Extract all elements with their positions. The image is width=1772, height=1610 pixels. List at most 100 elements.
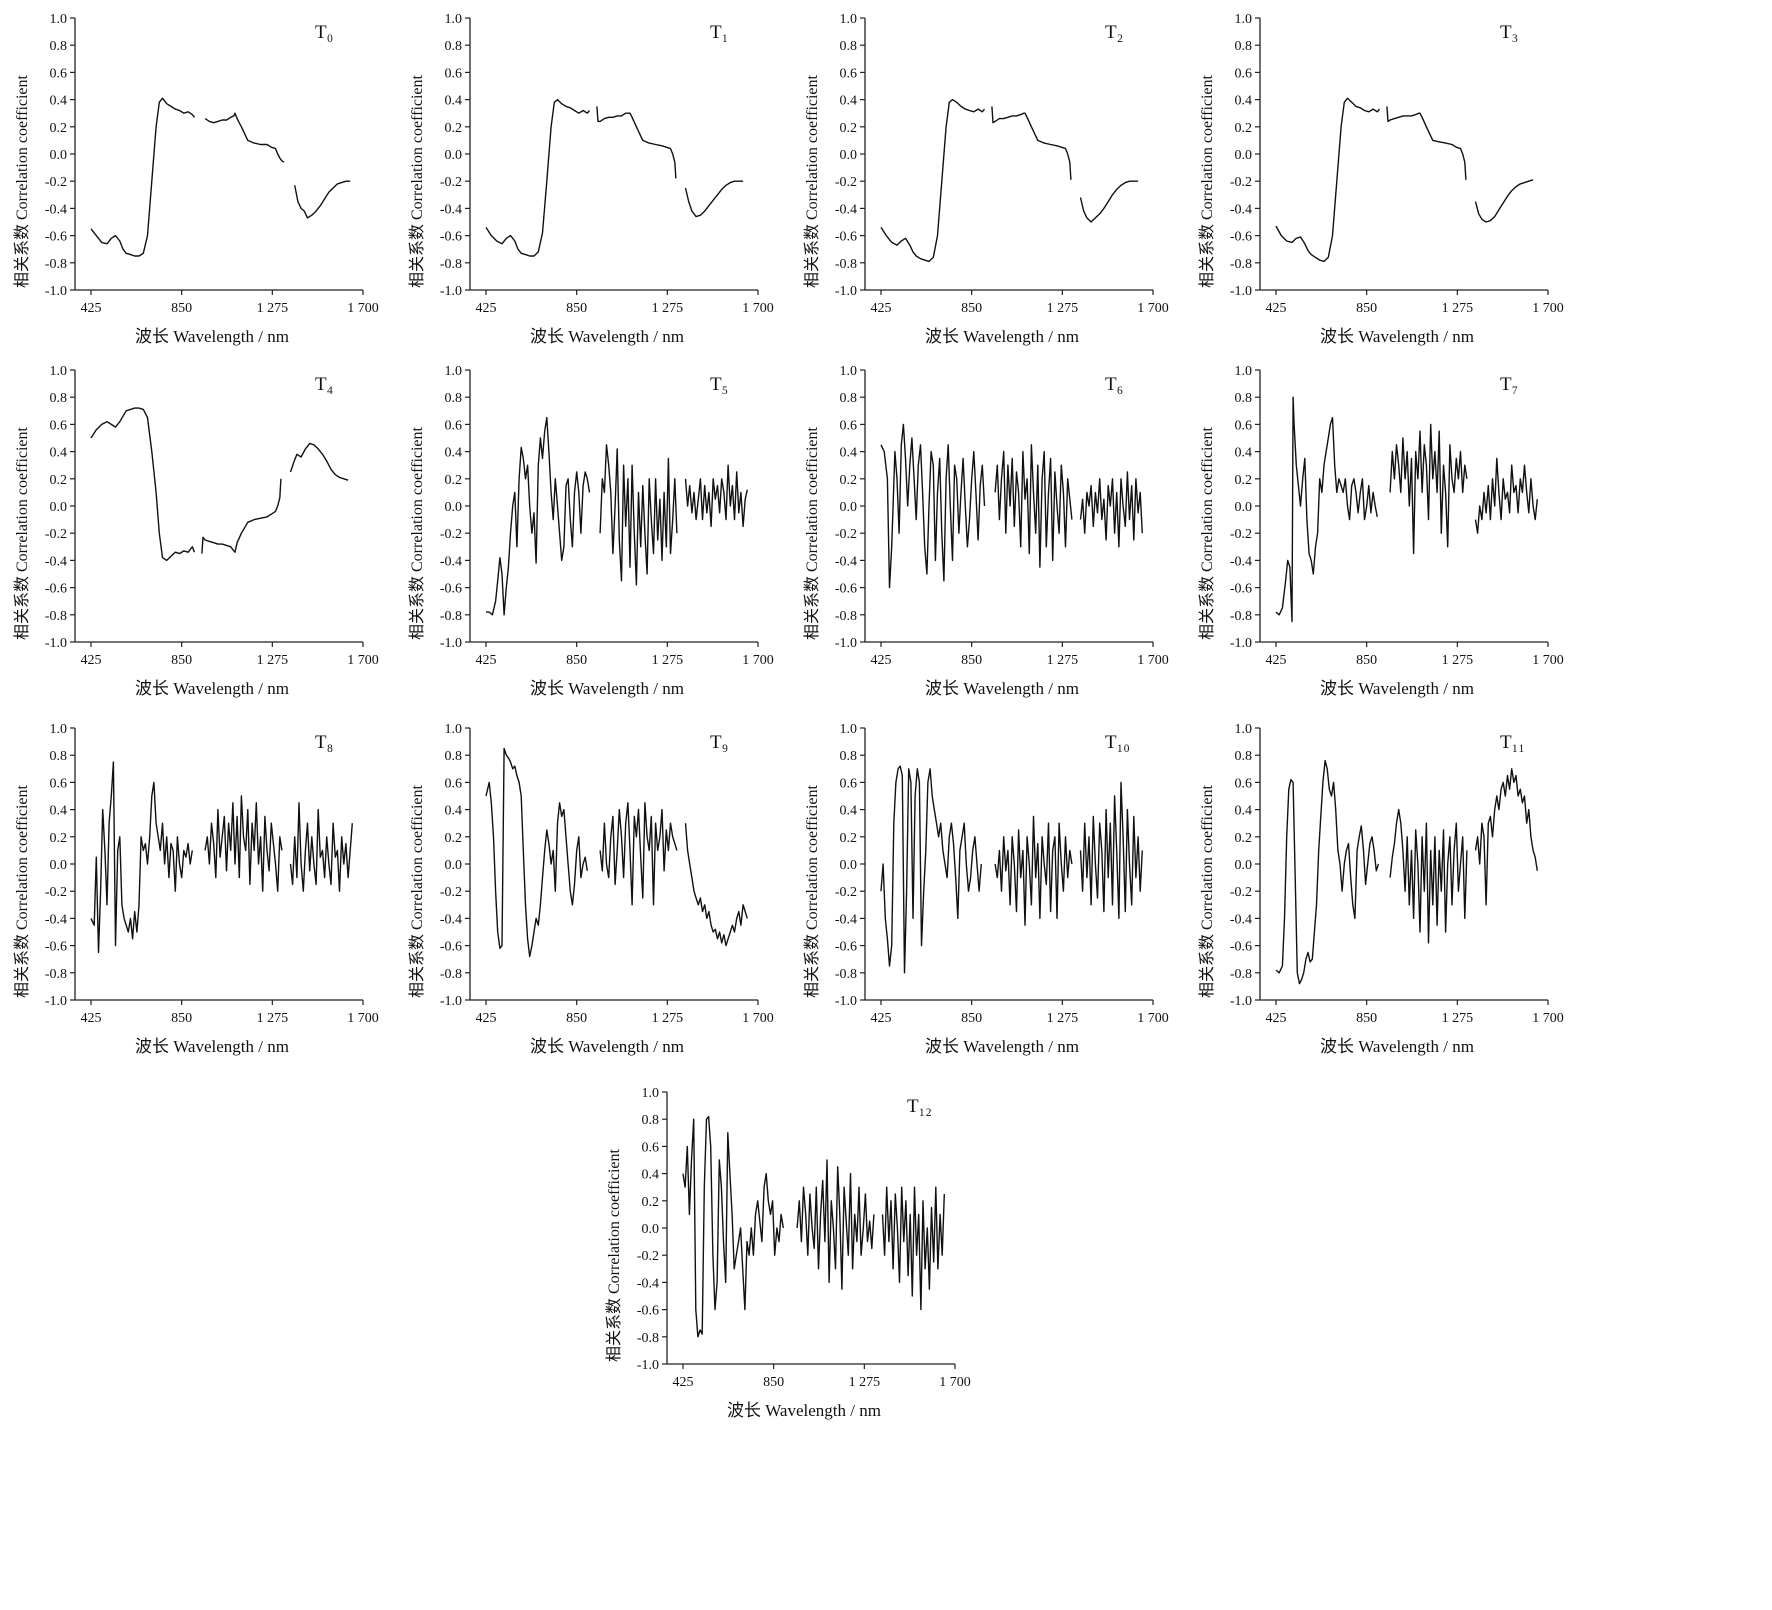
- panel-title: T₂: [1105, 22, 1124, 43]
- x-tick-label: 1 275: [257, 653, 289, 668]
- series-line-segment: [289, 802, 353, 892]
- y-axis-label: 相关系数 Correlation coefficient: [804, 75, 821, 288]
- y-axis-label: 相关系数 Correlation coefficient: [14, 75, 31, 288]
- x-tick-label: 1 275: [257, 1011, 289, 1026]
- series-line-segment: [1386, 106, 1467, 180]
- series-line-segment: [204, 795, 283, 892]
- series-line-segment: [294, 180, 351, 219]
- panel-title: T₀: [315, 22, 334, 43]
- y-tick-label: 0.0: [445, 148, 463, 163]
- y-tick-label: -0.6: [835, 230, 857, 245]
- y-tick-label: -0.8: [1230, 967, 1252, 982]
- y-tick-label: -0.8: [637, 1331, 659, 1346]
- series-line-segment: [1275, 97, 1381, 263]
- y-tick-label: 1.0: [1235, 722, 1253, 737]
- x-axis-label: 波长 Wavelength / nm: [727, 1401, 881, 1420]
- y-axis-label: 相关系数 Correlation coefficient: [804, 427, 821, 640]
- y-tick-label: -1.0: [440, 636, 462, 651]
- panel-title: T₆: [1105, 374, 1124, 395]
- y-axis-label: 相关系数 Correlation coefficient: [1199, 75, 1216, 288]
- x-tick-label: 425: [81, 1011, 102, 1026]
- series-line-segment: [1079, 471, 1143, 548]
- x-tick-label: 1 275: [1047, 653, 1079, 668]
- y-tick-label: 0.2: [445, 121, 463, 136]
- x-tick-label: 1 700: [1137, 301, 1169, 316]
- y-tick-label: -0.2: [440, 527, 462, 542]
- y-tick-label: 0.8: [445, 749, 463, 764]
- chart-svg-4: 1.0 0.8 0.6 0.4 0.2 0.0 -0.2 -0.4 -0.6 -0.8 -1.0 42…: [45, 364, 379, 668]
- x-tick-label: 1 700: [939, 1375, 971, 1390]
- y-tick-label: 0.4: [445, 804, 463, 819]
- y-tick-label: -1.0: [1230, 284, 1252, 299]
- series-line-segment: [880, 765, 982, 974]
- y-tick-label: -0.6: [637, 1304, 659, 1319]
- y-tick-label: 0.8: [50, 39, 68, 54]
- y-tick-label: -0.6: [835, 582, 857, 597]
- y-tick-label: 0.8: [840, 39, 858, 54]
- chart-svg-7: 1.0 0.8 0.6 0.4 0.2 0.0 -0.2 -0.4 -0.6 -0.8 -1.0 42…: [1230, 364, 1564, 668]
- y-tick-label: 0.6: [840, 418, 858, 433]
- y-tick-label: 1.0: [840, 722, 858, 737]
- x-tick-label: 425: [871, 653, 892, 668]
- chart-svg-0: 1.0 0.8 0.6 0.4 0.2 0.0 -0.2 -0.4 -0.6 -0.8 -1.0 42…: [45, 12, 379, 316]
- x-tick-label: 850: [566, 1011, 587, 1026]
- y-tick-label: 0.0: [445, 858, 463, 873]
- y-tick-label: 0.8: [50, 749, 68, 764]
- x-tick-label: 850: [961, 301, 982, 316]
- chart-svg-3: 1.0 0.8 0.6 0.4 0.2 0.0 -0.2 -0.4 -0.6 -0.8 -1.0 42…: [1230, 12, 1564, 316]
- y-tick-label: -0.8: [440, 967, 462, 982]
- y-tick-label: -0.2: [835, 527, 857, 542]
- y-tick-label: -0.4: [835, 554, 857, 569]
- y-tick-label: -1.0: [835, 636, 857, 651]
- y-tick-label: -0.4: [1230, 912, 1252, 927]
- x-tick-label: 850: [566, 653, 587, 668]
- series-line-segment: [204, 112, 285, 163]
- y-tick-label: 0.0: [1235, 858, 1253, 873]
- y-tick-label: -0.2: [1230, 885, 1252, 900]
- series-line-segment: [880, 98, 986, 263]
- chart-panel-9: 1.0 0.8 0.6 0.4 0.2 0.0 -0.2 -0.4 -0.6 -0.8 -1.0 42…: [409, 718, 855, 1098]
- y-tick-label: 1.0: [50, 722, 68, 737]
- x-tick-label: 1 700: [347, 301, 379, 316]
- series-line-segment: [684, 823, 748, 947]
- y-tick-label: 0.8: [840, 391, 858, 406]
- series-line-segment: [1474, 179, 1534, 223]
- y-tick-label: 0.2: [840, 473, 858, 488]
- chart-svg-8: 1.0 0.8 0.6 0.4 0.2 0.0 -0.2 -0.4 -0.6 -0.8 -1.0 42…: [45, 722, 379, 1026]
- y-tick-label: -0.8: [835, 257, 857, 272]
- series-line-segment: [994, 444, 1073, 568]
- chart-panel-11: 1.0 0.8 0.6 0.4 0.2 0.0 -0.2 -0.4 -0.6 -0.8 -1.0 42…: [1199, 718, 1645, 1098]
- chart-svg-2: 1.0 0.8 0.6 0.4 0.2 0.0 -0.2 -0.4 -0.6 -0.8 -1.0 42…: [835, 12, 1169, 316]
- y-tick-label: 0.4: [840, 94, 858, 109]
- y-tick-label: -0.4: [835, 912, 857, 927]
- y-tick-label: 0.4: [50, 94, 68, 109]
- y-tick-label: -0.6: [1230, 940, 1252, 955]
- y-tick-label: -1.0: [637, 1358, 659, 1373]
- x-tick-label: 425: [1266, 301, 1287, 316]
- series-line-segment: [485, 98, 591, 257]
- y-tick-label: -0.4: [45, 912, 67, 927]
- y-tick-label: 0.8: [1235, 391, 1253, 406]
- x-tick-label: 850: [961, 653, 982, 668]
- y-tick-label: -0.2: [835, 885, 857, 900]
- x-tick-label: 850: [1356, 301, 1377, 316]
- chart-panel-4: 1.0 0.8 0.6 0.4 0.2 0.0 -0.2 -0.4 -0.6 -0.8 -1.0 42…: [14, 360, 460, 740]
- x-tick-label: 1 700: [1532, 653, 1564, 668]
- y-tick-label: -0.2: [637, 1249, 659, 1264]
- y-axis-label: 相关系数 Correlation coefficient: [14, 785, 31, 998]
- chart-svg-1: 1.0 0.8 0.6 0.4 0.2 0.0 -0.2 -0.4 -0.6 -0.8 -1.0 42…: [440, 12, 774, 316]
- y-tick-label: -0.6: [45, 582, 67, 597]
- x-tick-label: 1 275: [1442, 653, 1474, 668]
- x-tick-label: 425: [81, 653, 102, 668]
- x-axis-label: 波长 Wavelength / nm: [530, 327, 684, 346]
- y-tick-label: -0.8: [45, 609, 67, 624]
- x-axis-label: 波长 Wavelength / nm: [135, 679, 289, 698]
- series-line-segment: [1389, 808, 1468, 944]
- x-tick-label: 850: [1356, 1011, 1377, 1026]
- series-line-segment: [684, 180, 744, 218]
- x-tick-label: 1 700: [1532, 1011, 1564, 1026]
- x-tick-label: 1 700: [742, 653, 774, 668]
- y-tick-label: 0.6: [1235, 66, 1253, 81]
- y-tick-label: -0.2: [1230, 527, 1252, 542]
- y-tick-label: 0.4: [445, 94, 463, 109]
